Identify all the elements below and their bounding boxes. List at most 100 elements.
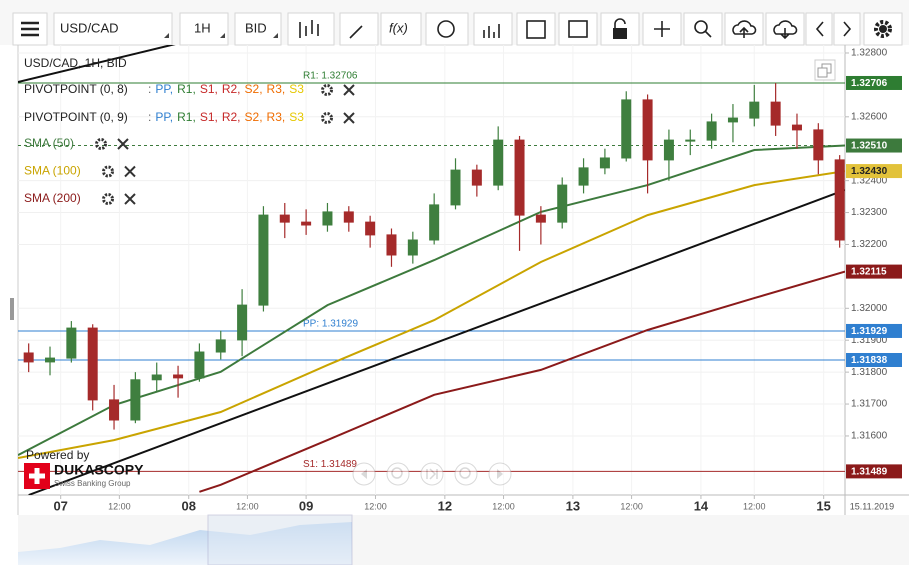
x-tick-label: 12:00 <box>620 501 643 511</box>
report-button[interactable] <box>558 12 598 46</box>
branding: Powered by DUKASCOPY Swiss Banking Group <box>24 448 144 489</box>
trendline <box>28 188 845 495</box>
toolbar: USD/CAD 1H BID f(x) <box>0 0 909 46</box>
menu-button[interactable] <box>12 12 48 46</box>
candle-body <box>471 169 482 186</box>
draw-button[interactable] <box>339 12 379 46</box>
y-tick-label: 1.31700 <box>851 399 888 410</box>
report-icon <box>568 20 588 38</box>
candle-body <box>834 159 845 241</box>
reset-button[interactable] <box>420 462 444 486</box>
next-button[interactable] <box>833 12 861 46</box>
logo-cross <box>29 468 45 484</box>
zoom-in-button[interactable] <box>454 462 478 486</box>
zoom-icon <box>694 20 708 34</box>
upload-button[interactable] <box>724 12 764 46</box>
instrument-frame <box>53 12 173 46</box>
pivot-component: S1, <box>200 82 218 96</box>
settings-icon[interactable] <box>102 193 114 205</box>
expand-button[interactable] <box>814 59 836 81</box>
prev-button[interactable] <box>805 12 833 46</box>
candle-body <box>151 374 162 381</box>
price-marker <box>846 353 902 367</box>
button-frame <box>380 12 422 46</box>
navigation-controls <box>352 462 512 486</box>
pivot-label: PP: 1.31929 <box>303 319 358 330</box>
pivot-component: PP, <box>155 82 173 96</box>
remove-icon[interactable] <box>124 193 136 205</box>
price-marker-label: 1.32510 <box>851 141 888 152</box>
x-tick-label: 12 <box>438 498 452 513</box>
info-button[interactable] <box>425 12 469 46</box>
zoom-out-button[interactable] <box>386 462 410 486</box>
powered-by: Powered by <box>26 448 89 462</box>
candle-type-button[interactable] <box>287 12 335 46</box>
pivot-component: R2, <box>222 110 241 124</box>
x-tick-label: 12:00 <box>108 501 131 511</box>
settings-icon[interactable] <box>95 138 107 150</box>
menu-icon <box>21 21 39 37</box>
x-tick-label: 14 <box>694 498 709 513</box>
pivot-component: S3 <box>289 82 304 96</box>
side-select[interactable]: BID <box>234 12 282 46</box>
pivot-components: : PP, R1, S1, R2, S2, R3, S3 <box>148 82 304 96</box>
splitter-handle[interactable] <box>10 298 14 320</box>
nav-icon <box>361 469 367 479</box>
nav-circle <box>386 462 410 486</box>
calendar-button[interactable] <box>516 12 556 46</box>
remove-icon[interactable] <box>124 165 136 178</box>
candle-body <box>535 214 546 223</box>
instrument-select[interactable]: USD/CAD <box>53 12 173 46</box>
pivot-component: R1, <box>177 110 196 124</box>
scroll-left-button[interactable] <box>352 462 376 486</box>
settings-icon[interactable] <box>321 84 333 96</box>
zoom-button[interactable] <box>683 12 723 46</box>
period-select[interactable]: 1H <box>179 12 229 46</box>
download-button[interactable] <box>765 12 805 46</box>
y-tick-label: 1.31900 <box>851 335 888 346</box>
button-frame <box>287 12 335 46</box>
x-tick-label: 07 <box>53 498 67 513</box>
remove-icon[interactable] <box>343 112 355 124</box>
candle-body <box>279 214 290 223</box>
pivot-label: S1: 1.31489 <box>303 459 357 470</box>
function-button[interactable]: f(x) <box>380 12 422 46</box>
brand-name: DUKASCOPY <box>54 462 144 478</box>
sma-legend: SMA (200) <box>24 191 81 205</box>
instrument: USD/CAD <box>60 20 119 35</box>
info-icon <box>437 20 455 38</box>
y-tick-label: 1.32000 <box>851 303 888 314</box>
remove-icon[interactable] <box>117 138 129 150</box>
price-marker-label: 1.32430 <box>851 166 888 177</box>
x-tick-label: 13 <box>566 498 580 513</box>
y-tick-label: 1.32300 <box>851 207 888 218</box>
candle-body <box>663 139 674 161</box>
candle-body <box>109 399 120 421</box>
lock-button[interactable] <box>600 12 640 46</box>
indicator-button[interactable] <box>473 12 513 46</box>
dropdown-arrow <box>220 33 225 38</box>
remove-icon[interactable] <box>343 84 355 96</box>
candle-body <box>45 357 56 363</box>
settings-button[interactable] <box>863 12 903 46</box>
pen-icon <box>349 25 363 39</box>
pivot-prefix: : <box>148 110 151 124</box>
candle-body <box>557 184 568 223</box>
overlay: 1.32706 1.32510 1.32430 1.32115 1.31929 1.318… <box>846 75 902 479</box>
settings-icon[interactable] <box>102 165 114 178</box>
plot-area: R1: 1.32706 PP: 1.31929 S1: 1.31489 <box>18 45 845 495</box>
price-marker-label: 1.32706 <box>851 78 888 89</box>
scroll-right-button[interactable] <box>488 462 512 486</box>
period: 1H <box>194 20 211 35</box>
pivot-component: R2, <box>222 82 241 96</box>
price-marker-label: 1.32115 <box>851 267 887 278</box>
brand-tagline: Swiss Banking Group <box>54 479 131 488</box>
pivot-component: S1, <box>200 110 218 124</box>
x-tick-label: 12:00 <box>236 501 259 511</box>
navigator-window[interactable] <box>207 514 353 565</box>
candle-body <box>621 99 632 159</box>
settings-icon[interactable] <box>321 112 333 124</box>
crosshair-button[interactable] <box>642 12 682 46</box>
price-marker <box>846 464 902 479</box>
